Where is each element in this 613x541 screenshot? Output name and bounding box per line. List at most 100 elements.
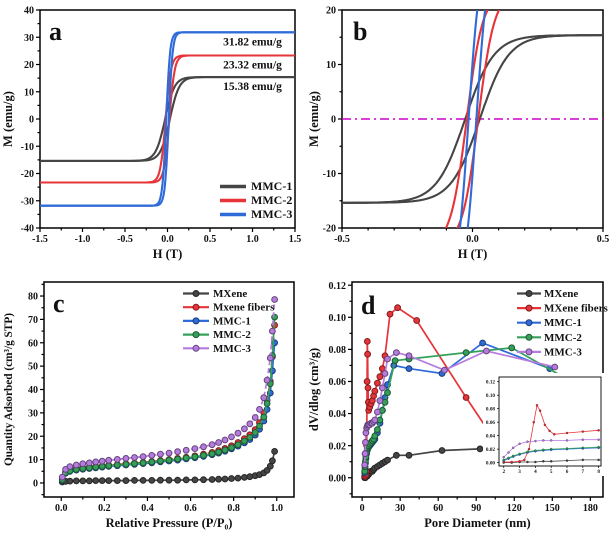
series-mmc-2: [444, 10, 501, 228]
y-axis-label: M (emu/g): [1, 91, 15, 147]
svg-text:180: 180: [583, 503, 598, 514]
plot-frame: [39, 9, 296, 229]
svg-text:1.0: 1.0: [271, 503, 284, 514]
svg-text:Mxene fibers: Mxene fibers: [213, 302, 275, 314]
svg-text:-0.5: -0.5: [117, 234, 133, 245]
svg-text:0: 0: [29, 115, 34, 126]
tick-labels: 0 30 60 90 120 150 180 0.00 0.02 0.04 0.06 0.08 0.10…: [329, 281, 598, 514]
svg-text:40: 40: [28, 385, 38, 396]
series-mmc-3: [58, 296, 279, 481]
svg-text:0.06: 0.06: [486, 420, 495, 426]
panel-d-chart: 0 30 60 90 120 150 180 0.00 0.02 0.04 0.06 0.08 0.10…: [307, 281, 609, 530]
svg-text:MMC-3: MMC-3: [544, 346, 582, 358]
svg-text:MMC-3: MMC-3: [251, 207, 292, 221]
svg-text:0.5: 0.5: [597, 234, 610, 245]
svg-text:8: 8: [597, 469, 600, 475]
tick-labels: -0.5 0.0 0.5 -20 -10 0 10 20: [323, 6, 610, 245]
svg-text:10: 10: [24, 87, 34, 98]
svg-text:20: 20: [24, 60, 34, 71]
svg-text:0.6: 0.6: [184, 503, 197, 514]
svg-text:0.10: 0.10: [486, 393, 495, 399]
svg-text:10: 10: [28, 455, 38, 466]
svg-text:1.0: 1.0: [246, 234, 259, 245]
svg-text:MXene fibers: MXene fibers: [544, 303, 609, 315]
svg-text:-1.0: -1.0: [75, 234, 91, 245]
svg-text:0.08: 0.08: [329, 345, 347, 356]
panel-c-chart: 0.0 0.2 0.4 0.6 0.8 1.0 0 10 20 30 40 50 60 70 80 Relat…: [3, 281, 295, 530]
svg-text:120: 120: [507, 503, 522, 514]
series-mmc-3: [502, 438, 601, 459]
x-axis-label: H (T): [153, 247, 183, 261]
svg-text:MMC-1: MMC-1: [544, 317, 582, 329]
series-mxene: [58, 448, 279, 486]
svg-text:0.02: 0.02: [486, 447, 495, 453]
svg-text:0.8: 0.8: [227, 503, 240, 514]
svg-text:40: 40: [24, 6, 34, 17]
panel-b-chart: -0.5 0.0 0.5 -20 -10 0 10 20 H (T) M (emu/g) b: [307, 6, 610, 261]
svg-text:-30: -30: [21, 196, 34, 207]
annotation: 15.38 emu/g: [223, 81, 282, 93]
series-mmc-3: [40, 31, 295, 207]
svg-text:-20: -20: [21, 169, 34, 180]
svg-text:30: 30: [395, 503, 405, 514]
svg-text:0.02: 0.02: [329, 441, 347, 452]
svg-text:0.4: 0.4: [141, 503, 154, 514]
series-mmc-3: [458, 10, 487, 228]
svg-text:5: 5: [550, 469, 553, 475]
svg-text:0.04: 0.04: [486, 434, 495, 440]
svg-text:20: 20: [326, 6, 336, 17]
svg-text:50: 50: [28, 362, 38, 373]
svg-text:0: 0: [360, 503, 365, 514]
x-axis-label: H (T): [458, 247, 488, 261]
series-mmc-1: [342, 34, 603, 204]
legend: MXene MXene fibers MMC-1 MMC-2 MMC-3: [517, 288, 609, 358]
svg-text:MMC-1: MMC-1: [213, 315, 251, 327]
panel-c: 0.0 0.2 0.4 0.6 0.8 1.0 0 10 20 30 40 50 60 70 80 Relat…: [0, 270, 306, 541]
svg-text:150: 150: [545, 503, 560, 514]
svg-text:80: 80: [28, 292, 38, 303]
svg-text:1.5: 1.5: [289, 234, 302, 245]
svg-text:30: 30: [24, 33, 34, 44]
svg-text:-10: -10: [21, 142, 34, 153]
annotation: 23.32 emu/g: [223, 59, 282, 71]
panel-letter: a: [49, 17, 62, 46]
svg-text:0.08: 0.08: [486, 407, 495, 413]
svg-text:MMC-2: MMC-2: [544, 332, 582, 344]
svg-text:MXene: MXene: [544, 288, 578, 300]
svg-text:0: 0: [331, 115, 336, 126]
svg-text:0.12: 0.12: [329, 281, 347, 292]
panel-letter: d: [361, 291, 376, 320]
series-mmc-3: [361, 347, 559, 469]
svg-text:0.00: 0.00: [486, 461, 495, 467]
tick-labels: -1.5 -1.0 -0.5 0.0 0.5 1.0 1.5 -40 -30 -20 -10 0 10 2…: [21, 6, 302, 245]
svg-text:0.0: 0.0: [466, 234, 479, 245]
svg-text:2: 2: [502, 469, 505, 475]
plot-frame: [498, 376, 602, 467]
y-axis-label: M (emu/g): [307, 91, 321, 147]
x-axis-label: Pore Diameter (nm): [424, 516, 530, 530]
svg-text:10: 10: [326, 60, 336, 71]
panel-letter: c: [53, 289, 65, 318]
svg-text:MMC-3: MMC-3: [213, 343, 251, 355]
panel-d: 0 30 60 90 120 150 180 0.00 0.02 0.04 0.06 0.08 0.10…: [306, 270, 613, 541]
series-mxene-fibers: [502, 404, 601, 464]
series-mmc-2: [502, 445, 601, 462]
annotation: 31.82 emu/g: [223, 36, 282, 48]
svg-text:-10: -10: [323, 169, 336, 180]
tick-labels: 2 3 4 5 6 7 8 0.00 0.02 0.04 0.06 0.08 0.10 0.12: [486, 380, 600, 476]
panel-a: -1.5 -1.0 -0.5 0.0 0.5 1.0 1.5 -40 -30 -20 -10 0 10 2…: [0, 0, 306, 270]
svg-text:20: 20: [28, 432, 38, 443]
svg-text:-20: -20: [323, 224, 336, 235]
svg-text:0.0: 0.0: [55, 503, 68, 514]
svg-text:60: 60: [433, 503, 443, 514]
svg-text:0.04: 0.04: [329, 409, 347, 420]
svg-text:0: 0: [33, 479, 38, 490]
svg-text:0.0: 0.0: [161, 234, 174, 245]
svg-text:30: 30: [28, 408, 38, 419]
panel-letter: b: [353, 17, 367, 46]
svg-text:60: 60: [28, 338, 38, 349]
svg-text:0.10: 0.10: [329, 313, 347, 324]
